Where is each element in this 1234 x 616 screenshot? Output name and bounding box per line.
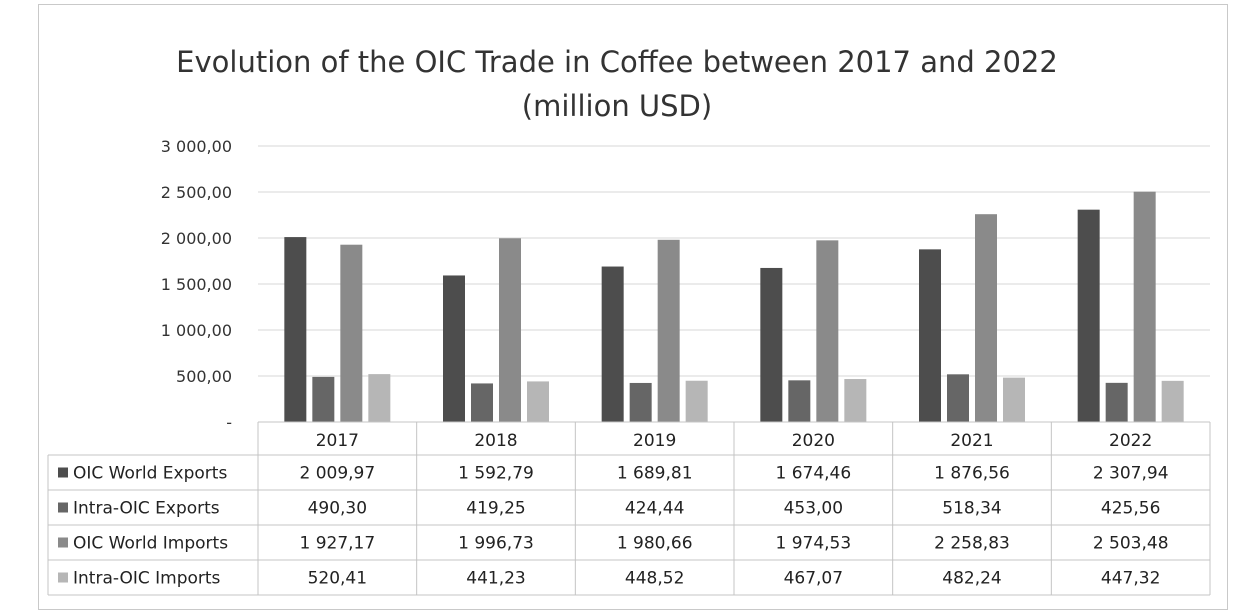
data-table-cell: 425,56 [1101,499,1160,519]
data-table-cell: 424,44 [625,499,684,519]
data-table-cell: 518,34 [942,499,1001,519]
y-tick-label: 1 000,00 [161,321,232,340]
bar-intra-oic-exports [788,380,811,422]
bar-intra-oic-exports [1105,382,1128,422]
legend-swatch [58,572,68,583]
chart-title: Evolution of the OIC Trade in Coffee bet… [0,40,1234,128]
data-table-cell: 419,25 [466,499,525,519]
bar-oic-world-imports [657,239,680,422]
legend-series-name: OIC World Exports [73,464,227,484]
legend-swatch [58,502,68,513]
data-table-cell: 490,30 [308,499,367,519]
subtitle-line: (million USD) [521,89,713,123]
x-category-label: 2018 [474,431,517,451]
data-table-cell: 1 592,79 [458,464,534,484]
data-table-cell: 1 974,53 [775,534,851,554]
bar-intra-oic-imports [685,380,708,422]
bar-intra-oic-imports [1003,377,1025,422]
chart-frame [38,4,1228,610]
x-category-label: 2017 [316,431,359,451]
y-tick-label: 3 000,00 [161,137,232,156]
data-table-cell: 1 980,66 [617,534,693,554]
legend-series-name: OIC World Imports [73,534,228,554]
x-category-label: 2021 [950,431,993,451]
bar-oic-world-exports [1077,209,1100,422]
x-category-label: 2022 [1109,431,1152,451]
data-table-cell: 2 307,94 [1093,464,1169,484]
bar-intra-oic-imports [368,374,391,422]
bar-oic-world-imports [816,240,839,422]
bar-oic-world-exports [443,275,465,422]
data-table-cell: 441,23 [466,569,525,589]
bar-intra-oic-imports [844,379,867,422]
data-table-cell: 1 996,73 [458,534,534,554]
bar-oic-world-exports [284,237,307,422]
data-table-cell: 1 876,56 [934,464,1010,484]
data-table-cell: 520,41 [308,569,367,589]
bar-oic-world-exports [760,267,783,422]
y-tick-label: 2 000,00 [161,229,232,248]
legend-series-name: Intra-OIC Imports [73,569,221,589]
bar-oic-world-imports [1133,191,1156,422]
bar-intra-oic-exports [947,374,969,422]
data-table-cell: 448,52 [625,569,684,589]
x-category-label: 2020 [792,431,835,451]
bar-intra-oic-exports [629,382,652,422]
data-table-cell: 2 009,97 [299,464,375,484]
data-table-cell: 1 674,46 [775,464,851,484]
y-tick-label: - [226,413,232,432]
y-tick-label: 2 500,00 [161,183,232,202]
bar-intra-oic-exports [471,383,493,422]
bar-oic-world-imports [499,238,521,422]
y-tick-label: 500,00 [176,367,232,386]
data-table-cell: 2 503,48 [1093,534,1169,554]
data-table-cell: 482,24 [942,569,1001,589]
y-tick-label: 1 500,00 [161,275,232,294]
data-table-cell: 1 689,81 [617,464,693,484]
legend-swatch [58,467,68,478]
data-table-cell: 2 258,83 [934,534,1010,554]
data-table-cell: 453,00 [784,499,843,519]
bar-intra-oic-imports [1161,380,1184,422]
legend-series-name: Intra-OIC Exports [73,499,220,519]
x-category-label: 2019 [633,431,676,451]
bar-oic-world-exports [919,249,941,422]
bar-intra-oic-exports [312,376,335,422]
data-table-cell: 467,07 [784,569,843,589]
bar-oic-world-imports [340,244,363,422]
bar-intra-oic-imports [527,381,549,422]
bar-oic-world-exports [601,266,624,422]
data-table-cell: 447,32 [1101,569,1160,589]
title-line: Evolution of the OIC Trade in Coffee bet… [176,45,1058,79]
data-table-cell: 1 927,17 [299,534,375,554]
bar-oic-world-imports [975,214,997,422]
legend-swatch [58,537,68,548]
